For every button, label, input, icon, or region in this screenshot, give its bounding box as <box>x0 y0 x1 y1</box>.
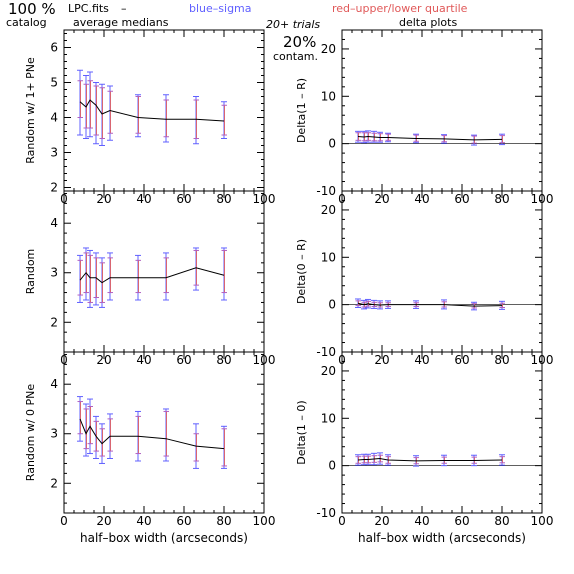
panel-6-x-tick-label: 60 <box>454 514 469 528</box>
panel-2-x-tick-label: 80 <box>216 353 231 367</box>
header-contam-percent: 20% <box>283 33 317 51</box>
panel-6-x-tick-label: 100 <box>531 514 554 528</box>
panel-4-y-tick-label: 10 <box>321 89 336 103</box>
panel-4-x-tick-label: 40 <box>414 192 429 206</box>
panel-1-y-tick-label: 2 <box>50 181 58 195</box>
panel-1-frame <box>63 29 265 192</box>
panel-2-x-tick-label: 40 <box>136 353 151 367</box>
panel-4-x-tick-label: 60 <box>454 192 469 206</box>
panel-6-x-tick-label: 0 <box>338 514 346 528</box>
panel-4-y-axis-label: Delta(1 – R) <box>295 78 308 143</box>
panel-5-y-tick-label: -10 <box>316 345 336 359</box>
panel-1-x-tick-label: 20 <box>96 192 111 206</box>
panel-5-frame <box>341 190 543 353</box>
panel-6-x-axis-label: half–box width (arcseconds) <box>358 531 526 545</box>
panel-2-frame <box>63 190 265 353</box>
panel-6-y-tick-label: 0 <box>328 459 336 473</box>
panel-3-y-tick-label: 2 <box>50 476 58 490</box>
panel-6-y-tick-label: 20 <box>321 364 336 378</box>
panel-3-x-tick-label: 40 <box>136 514 151 528</box>
panel-5-x-tick-label: 60 <box>454 353 469 367</box>
panel-6-y-axis-label: Delta(1 – 0) <box>295 400 308 464</box>
panel-2-y-tick-label: 2 <box>50 315 58 329</box>
header-dash: – <box>121 2 127 15</box>
header-catalog: catalog <box>6 16 47 29</box>
panel-6-median-line <box>357 458 503 462</box>
panel-6-y-tick-label: -10 <box>316 506 336 520</box>
panel-1-x-tick-label: 80 <box>216 192 231 206</box>
panel-5-x-tick-label: 40 <box>414 353 429 367</box>
legend-red-quartile: red–upper/lower quartile <box>332 2 468 15</box>
panel-3-x-tick-label: 20 <box>96 514 111 528</box>
legend-blue-sigma: blue–sigma <box>189 2 252 15</box>
panel-6-frame <box>341 351 543 514</box>
header-trials: 20+ trials <box>266 18 321 31</box>
panel-5-median-line <box>357 302 503 307</box>
panel-2-x-tick-label: 60 <box>176 353 191 367</box>
header-average-medians: average medians <box>73 16 169 29</box>
panel-3-y-tick-label: 4 <box>50 377 58 391</box>
header-contam: contam. <box>273 50 319 63</box>
panel-4-x-tick-label: 20 <box>374 192 389 206</box>
panel-1-y-tick-label: 6 <box>50 41 58 55</box>
panel-1-y-tick-label: 3 <box>50 146 58 160</box>
panel-2-y-tick-label: 3 <box>50 266 58 280</box>
panel-5-y-tick-label: 20 <box>321 203 336 217</box>
panel-3-x-tick-label: 0 <box>60 514 68 528</box>
panel-3-y-axis-label: Random w/ 0 PNe <box>24 384 37 482</box>
panel-2-median-line <box>79 267 225 284</box>
panel-6-x-tick-label: 40 <box>414 514 429 528</box>
panel-4-y-tick-label: -10 <box>316 184 336 198</box>
panel-1-y-tick-label: 5 <box>50 76 58 90</box>
panel-2-y-axis-label: Random <box>24 249 37 295</box>
panel-5-x-tick-label: 20 <box>374 353 389 367</box>
panel-1-x-tick-label: 40 <box>136 192 151 206</box>
panel-5-y-tick-label: 10 <box>321 250 336 264</box>
panel-3-x-tick-label: 100 <box>253 514 276 528</box>
panel-4-y-tick-label: 20 <box>321 42 336 56</box>
panel-2-y-tick-label: 4 <box>50 216 58 230</box>
panel-3-x-axis-label: half–box width (arcseconds) <box>80 531 248 545</box>
header-percent: 100 % <box>8 0 56 18</box>
panel-4-y-tick-label: 0 <box>328 137 336 151</box>
panel-6-x-tick-label: 80 <box>494 514 509 528</box>
panel-3-x-tick-label: 80 <box>216 514 231 528</box>
panel-5-x-tick-label: 80 <box>494 353 509 367</box>
panel-1-median-line <box>79 99 225 122</box>
panel-4-median-line <box>357 136 503 141</box>
header-delta-plots: delta plots <box>399 16 458 29</box>
panel-2-x-tick-label: 20 <box>96 353 111 367</box>
panel-5-y-tick-label: 0 <box>328 298 336 312</box>
panel-1-y-tick-label: 4 <box>50 111 58 125</box>
panel-1-y-axis-label: Random w/ 1+ PNe <box>24 57 37 164</box>
header-file: LPC.fits <box>68 2 109 15</box>
panel-3-median-line <box>79 418 225 450</box>
panel-3-y-tick-label: 3 <box>50 427 58 441</box>
panel-5-y-axis-label: Delta(0 – R) <box>295 239 308 304</box>
panel-4-frame <box>341 29 543 192</box>
panel-6-y-tick-label: 10 <box>321 411 336 425</box>
panel-4-x-tick-label: 80 <box>494 192 509 206</box>
panel-3-x-tick-label: 60 <box>176 514 191 528</box>
panel-6-x-tick-label: 20 <box>374 514 389 528</box>
panel-1-x-tick-label: 60 <box>176 192 191 206</box>
